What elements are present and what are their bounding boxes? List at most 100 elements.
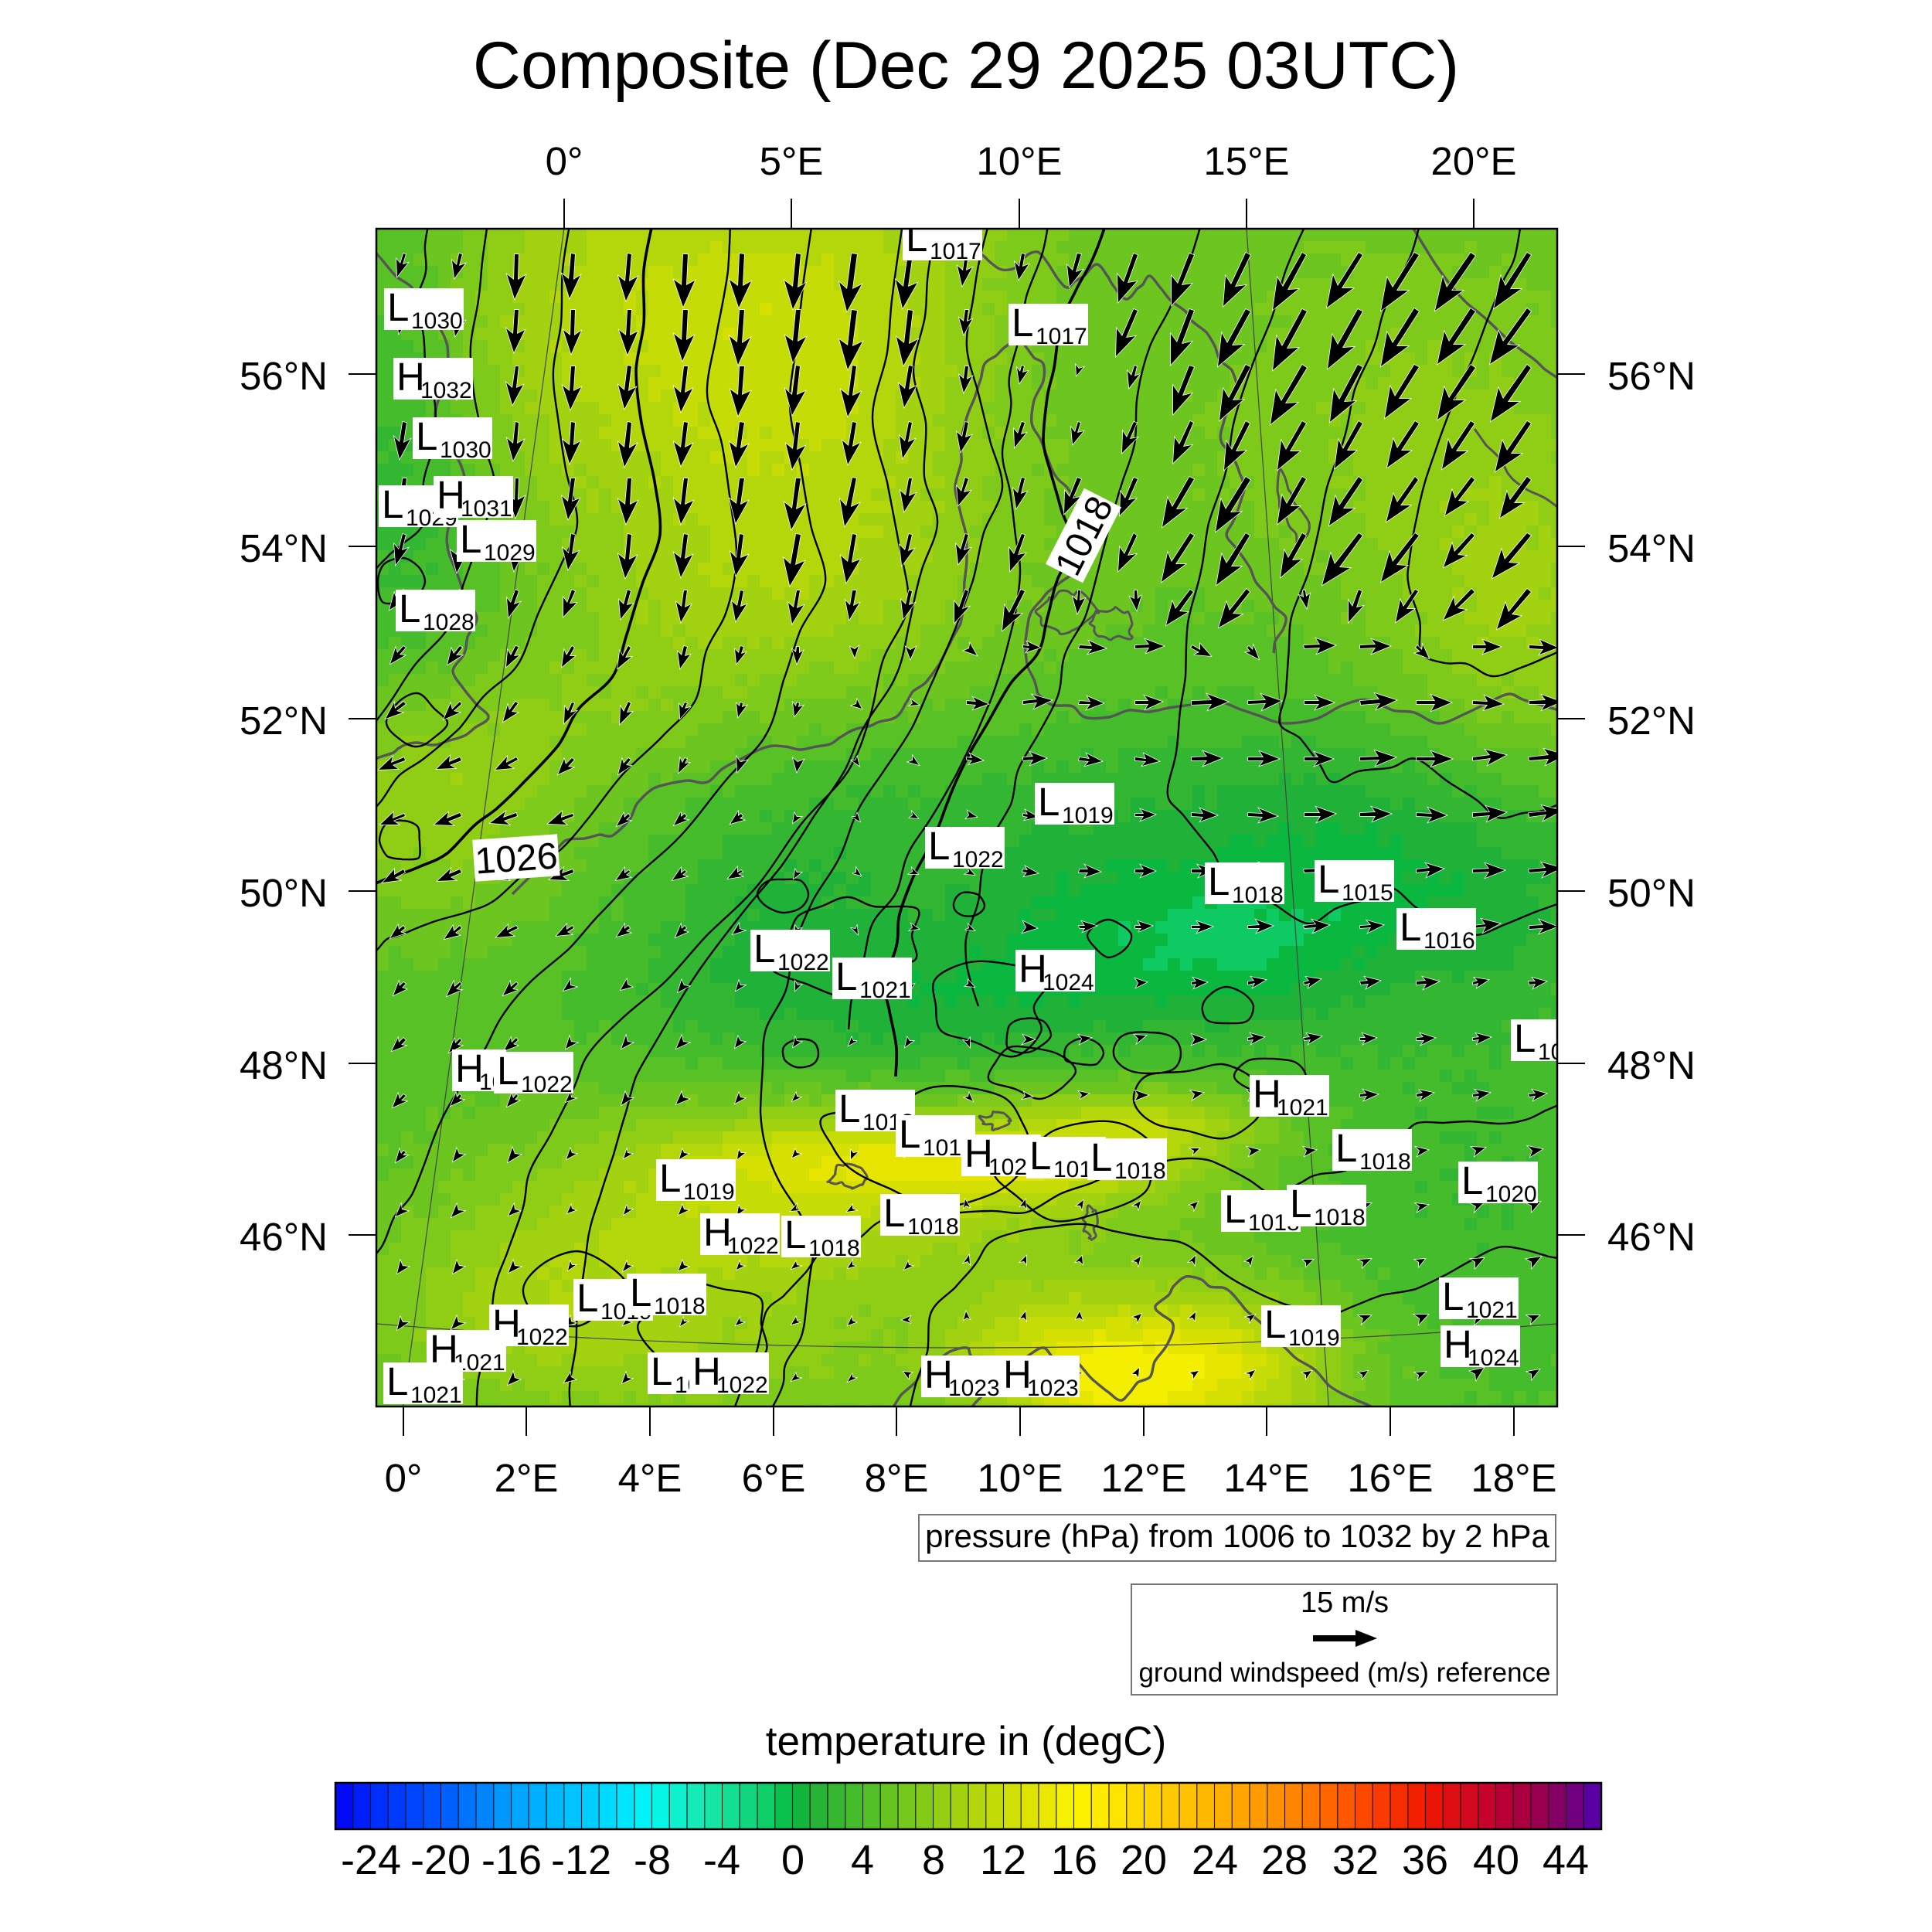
svg-text:20: 20: [1121, 1837, 1167, 1883]
svg-text:1024: 1024: [1043, 970, 1094, 995]
svg-text:8: 8: [922, 1837, 945, 1883]
svg-text:0°: 0°: [385, 1456, 423, 1500]
svg-text:0: 0: [781, 1837, 804, 1883]
svg-text:L: L: [382, 482, 403, 526]
svg-text:50°N: 50°N: [1607, 871, 1696, 915]
svg-text:2°E: 2°E: [495, 1456, 559, 1500]
svg-text:L: L: [906, 216, 927, 260]
svg-text:1019: 1019: [1288, 1325, 1340, 1351]
svg-text:L: L: [1318, 857, 1339, 901]
svg-text:L: L: [784, 1213, 806, 1257]
svg-text:1030: 1030: [411, 308, 463, 334]
svg-text:1023: 1023: [948, 1376, 1000, 1401]
svg-text:1018: 1018: [654, 1294, 706, 1319]
svg-text:1021: 1021: [1466, 1298, 1518, 1323]
svg-text:L: L: [651, 1349, 672, 1393]
svg-text:46°N: 46°N: [1607, 1215, 1696, 1259]
svg-text:1029: 1029: [484, 540, 536, 566]
svg-text:1022: 1022: [777, 950, 829, 975]
svg-text:H: H: [1019, 947, 1047, 991]
svg-text:L: L: [386, 1359, 408, 1403]
svg-text:-24: -24: [341, 1837, 401, 1883]
svg-text:1018: 1018: [1232, 883, 1284, 908]
svg-text:1018: 1018: [907, 1214, 959, 1240]
svg-text:1032: 1032: [420, 378, 472, 403]
svg-text:1021: 1021: [859, 978, 911, 1003]
svg-text:36: 36: [1402, 1837, 1448, 1883]
svg-text:10°E: 10°E: [977, 1456, 1063, 1500]
svg-text:1022: 1022: [716, 1372, 768, 1398]
svg-text:1031: 1031: [461, 496, 512, 522]
svg-text:ground windspeed (m/s) referen: ground windspeed (m/s) reference: [1138, 1658, 1550, 1688]
svg-text:1021: 1021: [410, 1383, 462, 1408]
svg-text:H: H: [692, 1349, 721, 1393]
svg-text:L: L: [387, 285, 409, 329]
svg-text:1020: 1020: [1485, 1182, 1537, 1207]
svg-text:L: L: [1514, 1016, 1536, 1060]
svg-text:L: L: [630, 1270, 651, 1315]
svg-text:L: L: [577, 1276, 598, 1320]
svg-text:H: H: [924, 1352, 953, 1396]
svg-text:L: L: [899, 1112, 920, 1156]
svg-text:L: L: [497, 1049, 519, 1093]
svg-text:8°E: 8°E: [865, 1456, 929, 1500]
svg-text:L: L: [1029, 1134, 1051, 1178]
svg-text:1022: 1022: [727, 1233, 779, 1259]
svg-text:-8: -8: [634, 1837, 671, 1883]
svg-text:1022: 1022: [516, 1325, 568, 1350]
svg-text:54°N: 54°N: [1607, 526, 1696, 570]
svg-text:52°N: 52°N: [240, 699, 328, 743]
svg-text:1018: 1018: [1359, 1149, 1411, 1175]
svg-text:L: L: [460, 517, 481, 561]
svg-text:6°E: 6°E: [742, 1456, 806, 1500]
svg-text:1028: 1028: [423, 610, 474, 635]
svg-text:4°E: 4°E: [618, 1456, 682, 1500]
svg-text:1016: 1016: [1423, 928, 1475, 954]
svg-text:1022: 1022: [521, 1072, 573, 1097]
svg-text:L: L: [399, 587, 420, 631]
svg-text:1017: 1017: [930, 239, 981, 264]
svg-text:48°N: 48°N: [1607, 1043, 1696, 1087]
svg-text:1019: 1019: [683, 1179, 735, 1205]
svg-text:L: L: [835, 954, 857, 998]
svg-text:L: L: [1461, 1158, 1483, 1202]
svg-text:10: 10: [1538, 1039, 1563, 1065]
svg-text:48°N: 48°N: [240, 1043, 328, 1087]
svg-text:H: H: [703, 1210, 732, 1254]
svg-text:54°N: 54°N: [240, 526, 328, 570]
svg-text:1015: 1015: [1342, 880, 1393, 906]
svg-text:1022: 1022: [952, 847, 1004, 872]
svg-text:28: 28: [1261, 1837, 1308, 1883]
svg-text:0°: 0°: [546, 139, 583, 183]
svg-text:L: L: [1290, 1182, 1311, 1226]
svg-text:56°N: 56°N: [1607, 354, 1696, 398]
svg-text:56°N: 56°N: [240, 354, 328, 398]
svg-text:1018: 1018: [1314, 1205, 1366, 1230]
svg-text:5°E: 5°E: [760, 139, 824, 183]
svg-text:L: L: [753, 927, 775, 971]
svg-text:L: L: [1090, 1135, 1112, 1179]
svg-text:L: L: [416, 414, 437, 458]
svg-text:H: H: [455, 1046, 484, 1090]
svg-text:L: L: [659, 1156, 681, 1200]
svg-text:L: L: [838, 1087, 860, 1131]
svg-text:52°N: 52°N: [1607, 699, 1696, 743]
svg-text:40: 40: [1473, 1837, 1519, 1883]
svg-text:1018: 1018: [1114, 1158, 1166, 1184]
svg-text:H: H: [964, 1131, 993, 1175]
svg-text:L: L: [1442, 1274, 1464, 1318]
svg-text:L: L: [928, 824, 950, 868]
svg-text:H: H: [1253, 1072, 1281, 1116]
svg-text:15 m/s: 15 m/s: [1301, 1587, 1389, 1619]
svg-text:16°E: 16°E: [1347, 1456, 1433, 1500]
svg-text:1017: 1017: [1036, 324, 1087, 349]
svg-text:-4: -4: [703, 1837, 740, 1883]
svg-text:12: 12: [980, 1837, 1026, 1883]
svg-text:1018: 1018: [808, 1236, 860, 1261]
svg-text:15°E: 15°E: [1203, 139, 1289, 183]
svg-text:1021: 1021: [1277, 1095, 1328, 1121]
svg-text:L: L: [1208, 859, 1230, 903]
svg-text:16: 16: [1051, 1837, 1097, 1883]
svg-text:1030: 1030: [440, 437, 492, 463]
svg-text:H: H: [396, 355, 425, 399]
